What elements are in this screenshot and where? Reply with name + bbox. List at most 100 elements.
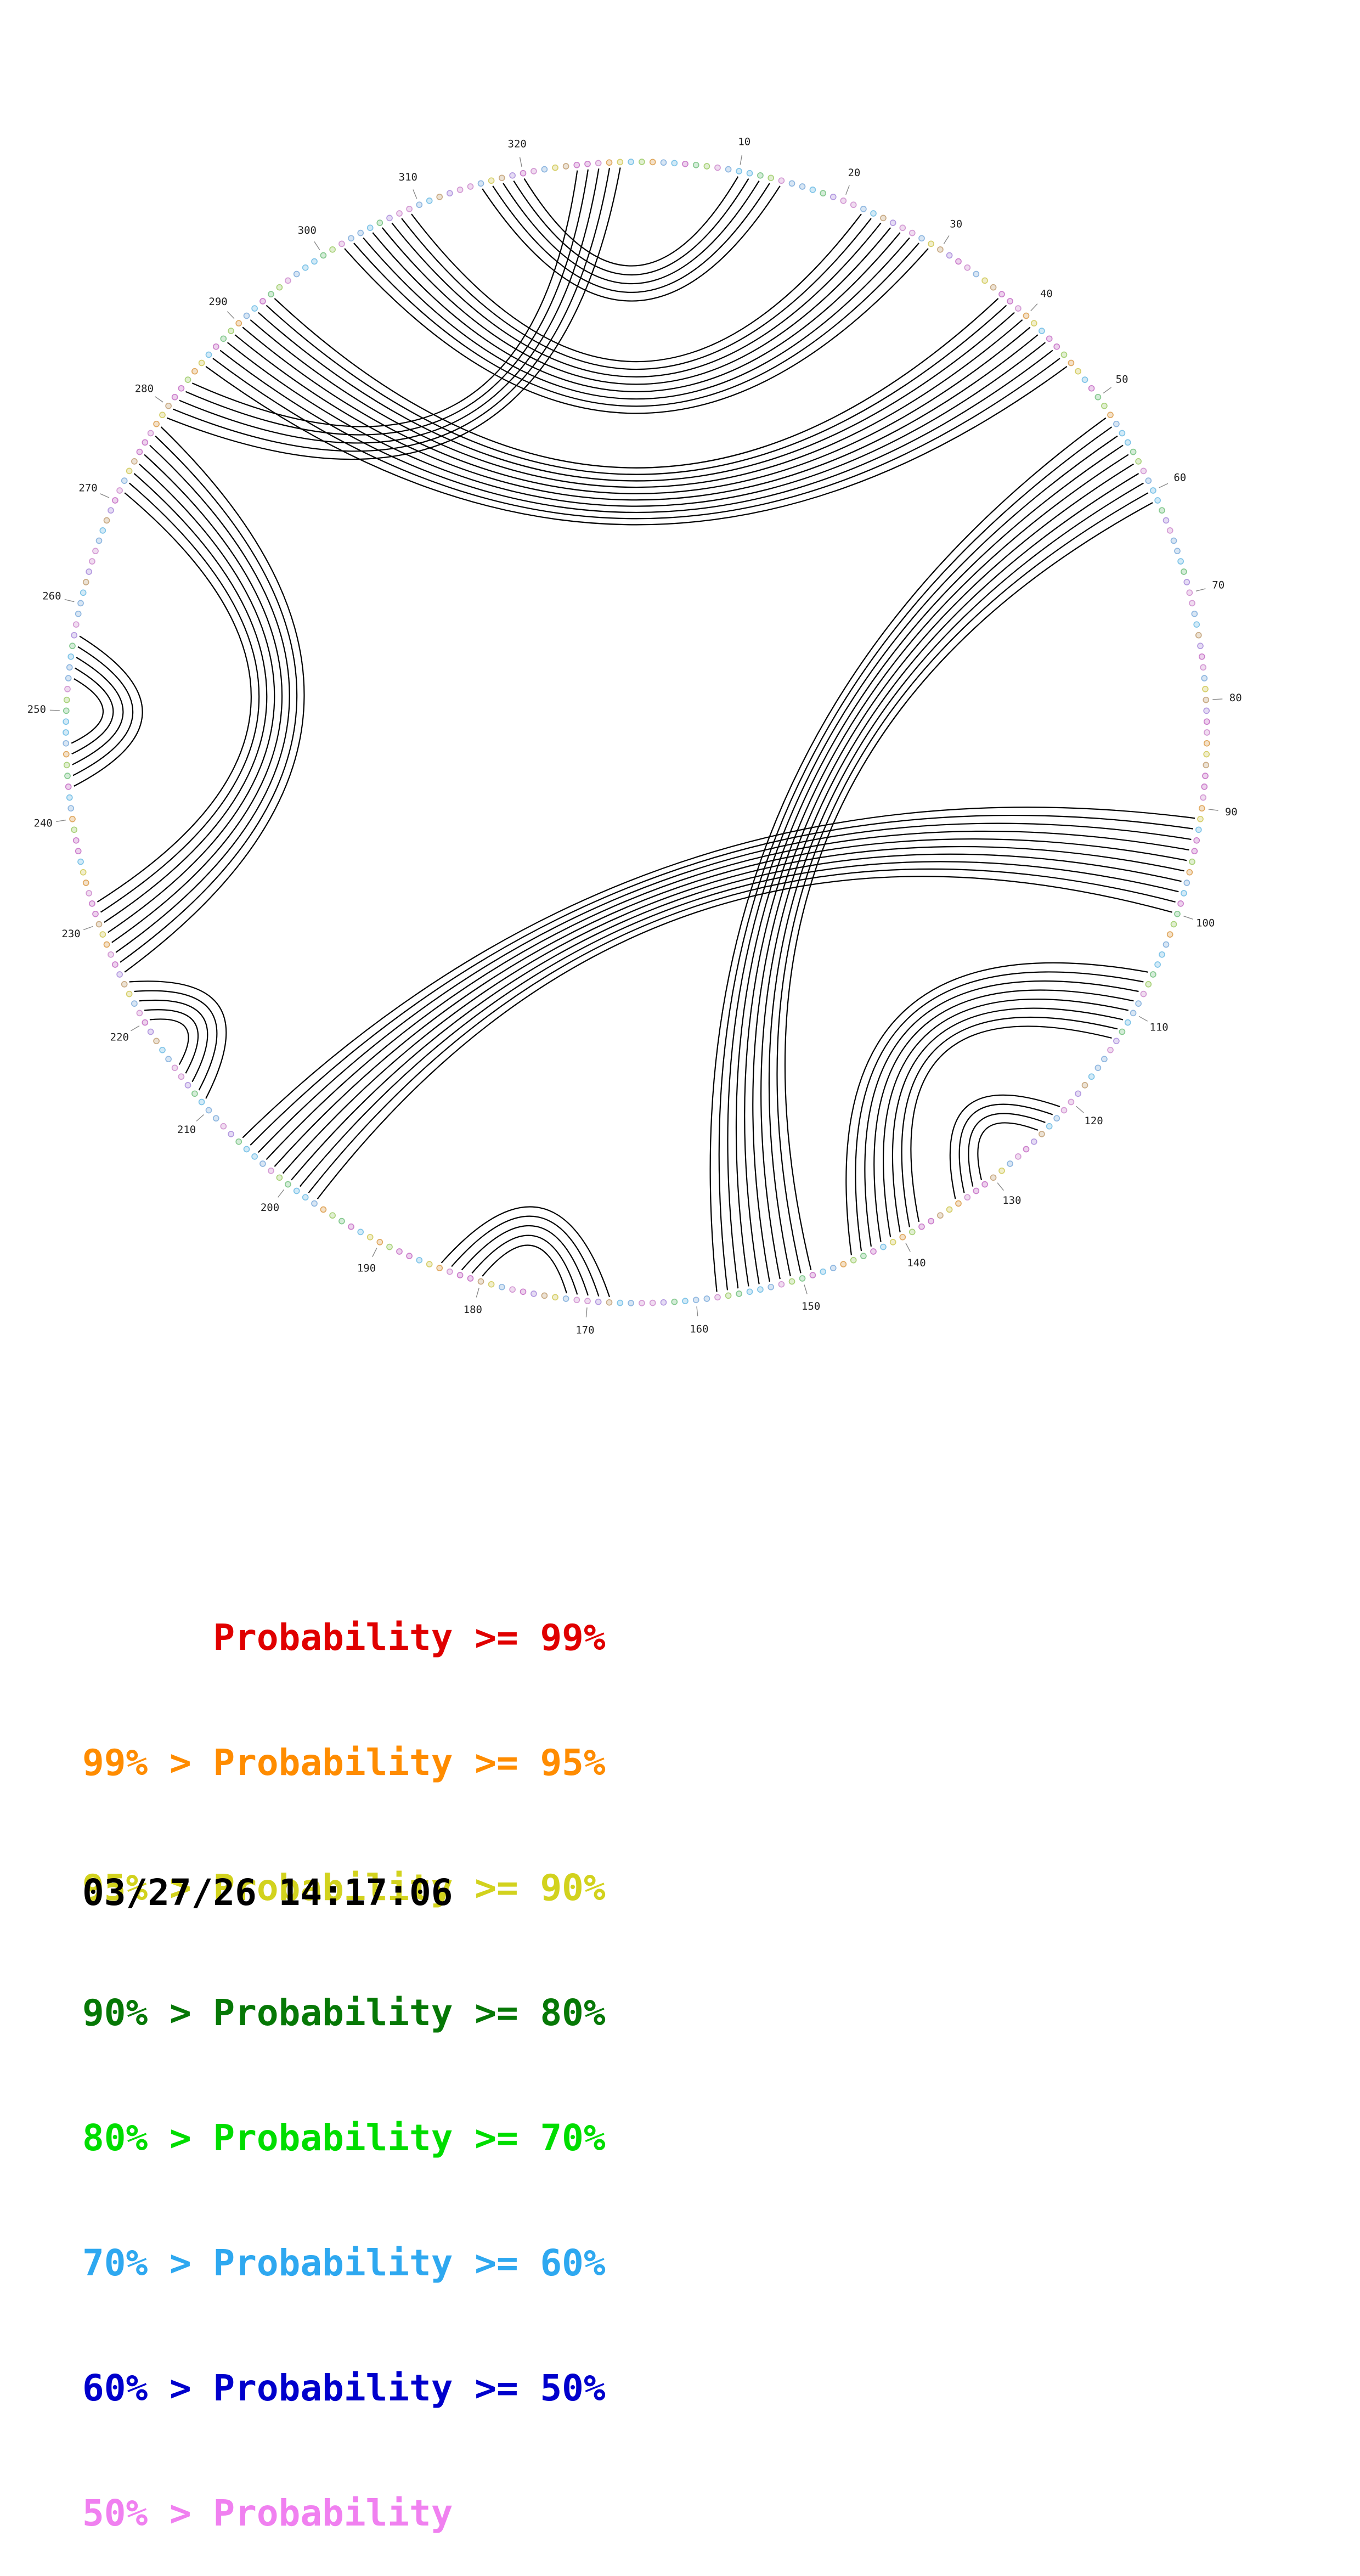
nucleotide-dot xyxy=(860,1253,867,1259)
nucleotide-dot xyxy=(1075,1090,1081,1097)
pair-arc xyxy=(129,980,227,1099)
nucleotide-dot xyxy=(293,1187,300,1194)
nucleotide-dot xyxy=(1201,675,1208,681)
position-tick-label: 240 xyxy=(34,818,53,830)
nucleotide-dot xyxy=(142,1019,149,1026)
nucleotide-dot xyxy=(990,284,997,291)
nucleotide-dot xyxy=(1191,848,1198,855)
nucleotide-dot xyxy=(191,368,198,375)
nucleotide-dot xyxy=(72,837,80,844)
tick-leader-line xyxy=(372,1248,377,1258)
position-tick-label: 60 xyxy=(1173,472,1186,484)
nucleotide-dot xyxy=(436,194,443,200)
position-tick-label: 190 xyxy=(357,1262,376,1275)
nucleotide-dot xyxy=(311,258,318,265)
nucleotide-dot xyxy=(908,1228,916,1236)
nucleotide-dot xyxy=(191,1090,198,1097)
nucleotide-dot xyxy=(1135,1000,1142,1007)
nucleotide-dot xyxy=(63,751,70,758)
nucleotide-dot xyxy=(1170,537,1177,544)
pair-arc xyxy=(134,990,218,1091)
nucleotide-dot xyxy=(937,1212,944,1219)
nucleotide-dot xyxy=(1202,773,1209,779)
nucleotide-dot xyxy=(1130,1010,1137,1017)
pair-arc xyxy=(744,454,1129,1284)
nucleotide-dot xyxy=(1183,880,1190,886)
nucleotide-dot xyxy=(228,1131,234,1137)
tick-leader-line xyxy=(585,1307,588,1318)
nucleotide-dot xyxy=(416,1256,423,1264)
nucleotide-dot xyxy=(850,201,857,208)
nucleotide-dot xyxy=(112,497,118,504)
nucleotide-dot xyxy=(1068,359,1075,367)
nucleotide-dot xyxy=(1081,376,1088,383)
nucleotide-dot xyxy=(228,328,234,334)
nucleotide-dot xyxy=(682,160,689,167)
pair-arc xyxy=(968,1113,1046,1187)
nucleotide-dot xyxy=(1166,931,1173,938)
legend-entry-80: 90% > Probability >= 80% xyxy=(82,1992,606,2034)
nucleotide-dot xyxy=(998,291,1005,298)
nucleotide-dot xyxy=(66,794,73,801)
nucleotide-dot xyxy=(1183,579,1190,585)
position-tick-label: 160 xyxy=(690,1323,708,1335)
nucleotide-dot xyxy=(477,1278,484,1285)
nucleotide-dot xyxy=(541,166,548,173)
position-tick-label: 140 xyxy=(907,1257,926,1269)
position-tick-label: 250 xyxy=(27,703,46,715)
nucleotide-dot xyxy=(918,235,925,242)
nucleotide-dot xyxy=(520,1288,527,1295)
pair-arc xyxy=(274,298,999,469)
nucleotide-dot xyxy=(329,246,336,253)
nucleotide-dot xyxy=(259,298,266,305)
nucleotide-dot xyxy=(116,971,123,978)
legend-entry-90: 95% > Probability >= 90% xyxy=(82,1867,606,1909)
pair-arc xyxy=(503,181,760,285)
pair-arc xyxy=(949,1094,1060,1199)
nucleotide-dot xyxy=(1140,990,1147,997)
pair-arc xyxy=(752,463,1134,1282)
nucleotide-dot xyxy=(71,826,78,833)
nucleotide-dot xyxy=(1113,420,1120,427)
nucleotide-dot xyxy=(1015,1153,1022,1160)
nucleotide-dot xyxy=(136,1010,143,1017)
pair-arc xyxy=(266,830,1189,1160)
nucleotide-dot xyxy=(184,1082,191,1089)
nucleotide-dot xyxy=(357,229,364,236)
nucleotide-dot xyxy=(66,664,73,671)
nucleotide-dot xyxy=(1023,1146,1030,1153)
pair-arc xyxy=(234,334,1039,501)
pair-arc xyxy=(760,473,1139,1279)
nucleotide-dot xyxy=(1163,517,1170,524)
nucleotide-dot xyxy=(220,335,227,342)
nucleotide-dot xyxy=(142,439,149,446)
probability-legend: Probability >= 99% 99% > Probability >= … xyxy=(82,1534,606,2576)
nucleotide-dot xyxy=(937,246,944,253)
pair-arc xyxy=(482,1244,567,1294)
nucleotide-dot xyxy=(64,686,71,692)
nucleotide-dot xyxy=(1177,900,1184,907)
pair-arc xyxy=(709,417,1107,1292)
nucleotide-dot xyxy=(95,537,103,544)
nucleotide-dot xyxy=(703,163,710,170)
position-tick-label: 100 xyxy=(1196,917,1215,929)
pair-arc xyxy=(513,178,749,275)
tick-leader-line xyxy=(696,1306,698,1317)
nucleotide-dot xyxy=(171,1064,178,1072)
nucleotide-dot xyxy=(311,1200,318,1207)
nucleotide-dot xyxy=(829,1265,837,1271)
nucleotide-dot xyxy=(136,448,143,455)
nucleotide-dot xyxy=(1094,393,1102,401)
position-tick-label: 300 xyxy=(298,224,317,236)
nucleotide-dot xyxy=(126,467,133,475)
position-tick-label: 290 xyxy=(208,296,227,308)
nucleotide-dot xyxy=(198,359,205,367)
nucleotide-dot xyxy=(671,1298,678,1305)
nucleotide-dot xyxy=(1203,751,1210,758)
pair-arc xyxy=(250,815,1194,1146)
nucleotide-dot xyxy=(212,1115,219,1122)
nucleotide-dot xyxy=(426,198,433,204)
nucleotide-dot xyxy=(376,1239,383,1245)
legend-entry-50: 60% > Probability >= 50% xyxy=(82,2367,606,2409)
nucleotide-dot xyxy=(446,190,453,197)
